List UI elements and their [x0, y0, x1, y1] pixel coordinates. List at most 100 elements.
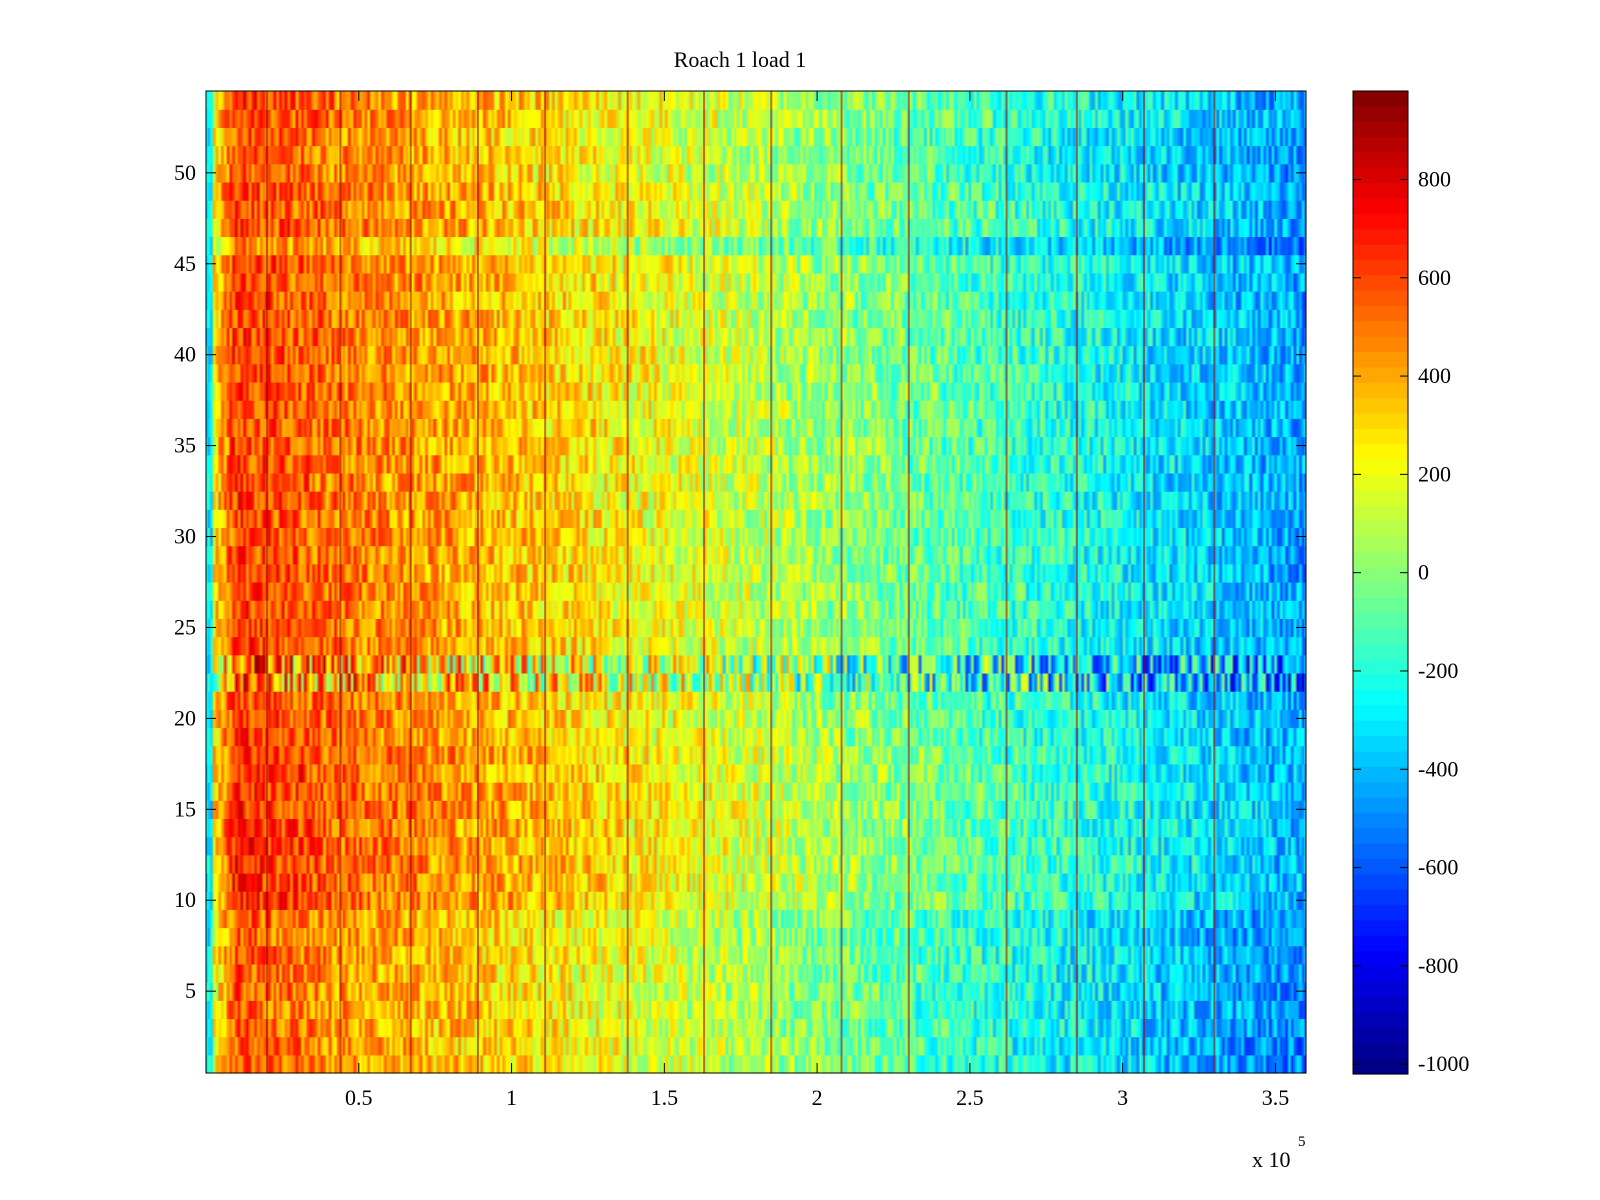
colorbar	[1353, 91, 1408, 1075]
heatmap-row	[206, 436, 1306, 456]
colorbar-band	[1353, 198, 1408, 215]
colorbar-band	[1353, 920, 1408, 937]
colorbar-band	[1353, 474, 1408, 491]
colorbar-tick-label: 400	[1418, 363, 1451, 388]
heatmap-row	[206, 854, 1306, 874]
heatmap-row	[206, 927, 1306, 947]
colorbar-band	[1353, 137, 1408, 154]
heatmap-row	[206, 418, 1306, 438]
heatmap-row	[206, 818, 1306, 838]
colorbar-band	[1353, 905, 1408, 922]
colorbar-band	[1353, 736, 1408, 753]
colorbar-frame	[1352, 90, 1409, 1075]
heatmap-row	[206, 691, 1306, 710]
heatmap-row	[206, 672, 1306, 692]
colorbar-band	[1353, 213, 1408, 230]
colorbar-band	[1353, 1058, 1408, 1075]
colorbar-tick-label: -1000	[1418, 1051, 1469, 1076]
colorbar-tick-label: -200	[1418, 658, 1458, 683]
x-axis-multiplier-exponent: 5	[1298, 1134, 1306, 1150]
colorbar-band	[1353, 306, 1408, 322]
colorbar-band	[1353, 997, 1408, 1014]
y-tick-label: 35	[174, 433, 196, 458]
x-tick-label: 1.5	[651, 1085, 679, 1110]
heatmap-row	[206, 636, 1306, 656]
colorbar-band	[1353, 643, 1408, 660]
heatmap-row	[206, 109, 1306, 128]
colorbar-band	[1353, 275, 1408, 292]
chart-title: Roach 1 load 1	[674, 47, 807, 72]
colorbar-band	[1353, 797, 1408, 814]
colorbar-band	[1353, 167, 1408, 184]
colorbar-band	[1353, 551, 1408, 568]
colorbar-band	[1353, 766, 1408, 783]
heatmap-row	[206, 800, 1306, 820]
y-tick-label: 40	[174, 342, 196, 367]
x-tick-label: 2	[812, 1085, 823, 1110]
colorbar-band	[1353, 1027, 1408, 1044]
colorbar-band	[1353, 951, 1408, 968]
heatmap-row	[206, 745, 1306, 765]
heatmap-row	[206, 782, 1306, 801]
colorbar-band	[1353, 91, 1408, 107]
colorbar-band	[1353, 582, 1408, 599]
colorbar-band	[1353, 812, 1408, 829]
heatmap-row	[206, 709, 1306, 729]
y-tick-label: 25	[174, 614, 196, 639]
heatmap-row	[206, 327, 1306, 347]
colorbar-band	[1353, 858, 1408, 875]
y-tick-label: 20	[174, 705, 196, 730]
colorbar-band	[1353, 382, 1408, 399]
colorbar-band	[1353, 444, 1408, 461]
colorbar-band	[1353, 121, 1408, 138]
colorbar-band	[1353, 720, 1408, 737]
heatmap-row	[206, 1018, 1306, 1038]
heatmap-row	[206, 163, 1306, 183]
colorbar-tick-label: -400	[1418, 756, 1458, 781]
colorbar-band	[1353, 597, 1408, 614]
colorbar-band	[1353, 336, 1408, 353]
heatmap-row	[206, 1054, 1306, 1074]
colorbar-band	[1353, 782, 1408, 799]
heatmap-row	[206, 400, 1306, 419]
colorbar-band	[1353, 935, 1408, 952]
heatmap-row	[206, 509, 1306, 529]
colorbar-band	[1353, 321, 1408, 338]
colorbar-band	[1353, 981, 1408, 998]
x-tick-label: 3.5	[1262, 1085, 1290, 1110]
colorbar-band	[1353, 843, 1408, 860]
x-tick-label: 2.5	[956, 1085, 984, 1110]
heatmap-row	[206, 254, 1306, 274]
colorbar-band	[1353, 1012, 1408, 1029]
colorbar-band	[1353, 966, 1408, 983]
colorbar-band	[1353, 751, 1408, 768]
colorbar-band	[1353, 874, 1408, 891]
heatmap-row	[206, 582, 1306, 601]
colorbar-band	[1353, 367, 1408, 384]
heatmap-row	[206, 472, 1306, 492]
heatmap-row	[206, 272, 1306, 292]
colorbar-band	[1353, 152, 1408, 169]
colorbar-band	[1353, 628, 1408, 645]
x-tick-label: 0.5	[345, 1085, 373, 1110]
colorbar-band	[1353, 244, 1408, 261]
colorbar-tick-label: 0	[1418, 560, 1429, 585]
heatmap-row	[206, 145, 1306, 165]
colorbar-tick-label: -800	[1418, 953, 1458, 978]
colorbar-band	[1353, 290, 1408, 307]
colorbar-band	[1353, 705, 1408, 722]
colorbar-band	[1353, 536, 1408, 553]
heatmap-row	[206, 218, 1306, 238]
heatmap-row	[206, 563, 1306, 583]
y-tick-label: 10	[174, 887, 196, 912]
heatmap-row	[206, 1000, 1306, 1020]
heatmap-row	[206, 654, 1306, 674]
x-tick-label: 1	[506, 1085, 517, 1110]
colorbar-band	[1353, 1043, 1408, 1060]
heatmap-row	[206, 982, 1306, 1001]
x-tick-label: 3	[1117, 1085, 1128, 1110]
colorbar-band	[1353, 183, 1408, 200]
colorbar-tick-label: 600	[1418, 265, 1451, 290]
colorbar-band	[1353, 259, 1408, 276]
